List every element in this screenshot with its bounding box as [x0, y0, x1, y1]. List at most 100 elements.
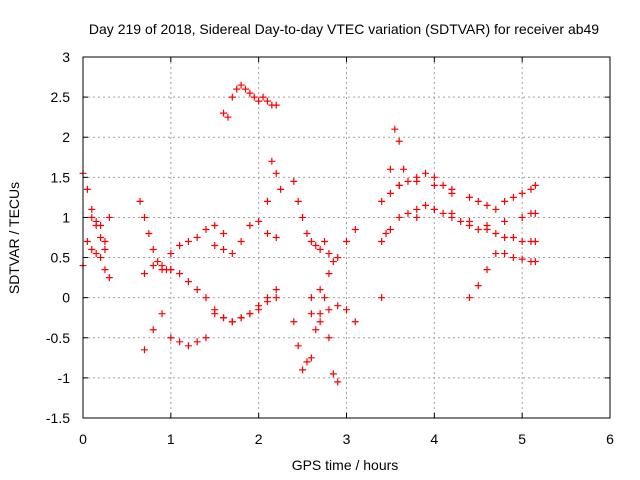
data-point: [325, 306, 333, 314]
x-axis-label: GPS time / hours: [292, 457, 399, 473]
data-series: [211, 217, 280, 258]
data-point: [518, 213, 526, 221]
data-point: [329, 258, 337, 266]
data-series: [307, 302, 359, 326]
data-point: [501, 250, 509, 258]
y-tick-label: 0.5: [51, 250, 71, 266]
data-point: [272, 101, 280, 109]
data-point: [395, 181, 403, 189]
data-point: [325, 270, 333, 278]
data-series: [79, 238, 109, 270]
data-point: [228, 318, 236, 326]
data-point: [263, 197, 271, 205]
data-point: [316, 318, 324, 326]
data-point: [220, 246, 228, 254]
data-point: [501, 197, 509, 205]
data-point: [220, 109, 228, 117]
data-point: [343, 306, 350, 314]
data-point: [272, 294, 280, 302]
data-point: [430, 181, 438, 189]
data-point: [272, 286, 280, 294]
data-point: [105, 213, 113, 221]
data-point: [531, 238, 539, 246]
data-point: [325, 334, 333, 342]
data-point: [97, 234, 105, 241]
data-series: [88, 213, 113, 282]
data-point: [224, 113, 232, 121]
data-point: [202, 225, 210, 233]
y-tick-label: -1.5: [46, 410, 70, 426]
data-point: [518, 189, 526, 197]
grid-lines: [83, 57, 610, 418]
data-point: [136, 197, 144, 205]
data-point: [395, 213, 403, 221]
data-series: [378, 125, 408, 302]
data-point: [413, 177, 421, 185]
data-series: [378, 169, 456, 205]
data-point: [290, 318, 298, 326]
data-series: [290, 294, 342, 386]
data-point: [509, 234, 517, 241]
data-point: [307, 310, 315, 318]
data-point: [101, 266, 109, 274]
data-point: [378, 238, 386, 246]
data-point: [492, 250, 500, 258]
data-point: [378, 197, 386, 205]
data-point: [509, 193, 517, 201]
x-tick-label: 4: [430, 431, 438, 447]
chart-title: Day 219 of 2018, Sidereal Day-to-day VTE…: [89, 21, 599, 37]
data-point: [259, 93, 267, 101]
data-point: [145, 229, 153, 237]
data-point: [105, 274, 113, 282]
data-point: [290, 177, 298, 185]
x-tick-labels: 0 1 2 3 4 5 6: [79, 431, 614, 447]
data-point: [474, 225, 482, 233]
y-tick-labels: -1.5 -1 -0.5 0 0.5 1 1.5 2 2.5 3: [46, 49, 70, 426]
data-series: [413, 205, 539, 229]
data-point: [167, 250, 175, 258]
data-point: [211, 221, 219, 229]
data-point: [413, 205, 421, 213]
data-point: [184, 278, 192, 286]
data-point: [228, 93, 236, 101]
data-series: [79, 169, 113, 246]
data-point: [474, 197, 482, 205]
data-point: [316, 286, 324, 294]
data-point: [382, 229, 390, 237]
data-point: [457, 217, 465, 225]
y-tick-label: 2: [62, 129, 70, 145]
y-axis-label: SDTVAR / TECUs: [6, 182, 22, 294]
data-point: [220, 314, 228, 322]
data-point: [246, 89, 254, 97]
data-point: [325, 250, 333, 258]
data-point: [149, 326, 157, 334]
data-point: [501, 234, 509, 241]
data-point: [149, 262, 157, 270]
data-point: [263, 97, 271, 105]
data-series: [263, 157, 285, 205]
data-point: [430, 173, 438, 181]
y-tick-label: 2.5: [51, 89, 71, 105]
data-point: [334, 378, 342, 386]
data-point: [307, 238, 315, 246]
data-point: [237, 81, 245, 89]
data-point: [316, 310, 324, 318]
data-point: [202, 334, 210, 342]
data-point: [501, 217, 509, 225]
data-point: [518, 238, 526, 246]
data-point: [321, 294, 329, 302]
y-tick-label: 1.5: [51, 169, 71, 185]
data-point: [312, 326, 320, 334]
data-point: [83, 185, 91, 193]
data-point: [404, 177, 412, 185]
data-point: [233, 85, 241, 93]
data-point: [92, 250, 100, 258]
x-tick-label: 1: [167, 431, 175, 447]
data-point: [97, 221, 105, 229]
data-point: [378, 294, 386, 302]
data-point: [391, 125, 399, 133]
data-series: [140, 310, 210, 354]
data-points: [79, 81, 539, 386]
data-point: [154, 258, 162, 266]
data-point: [228, 250, 236, 258]
